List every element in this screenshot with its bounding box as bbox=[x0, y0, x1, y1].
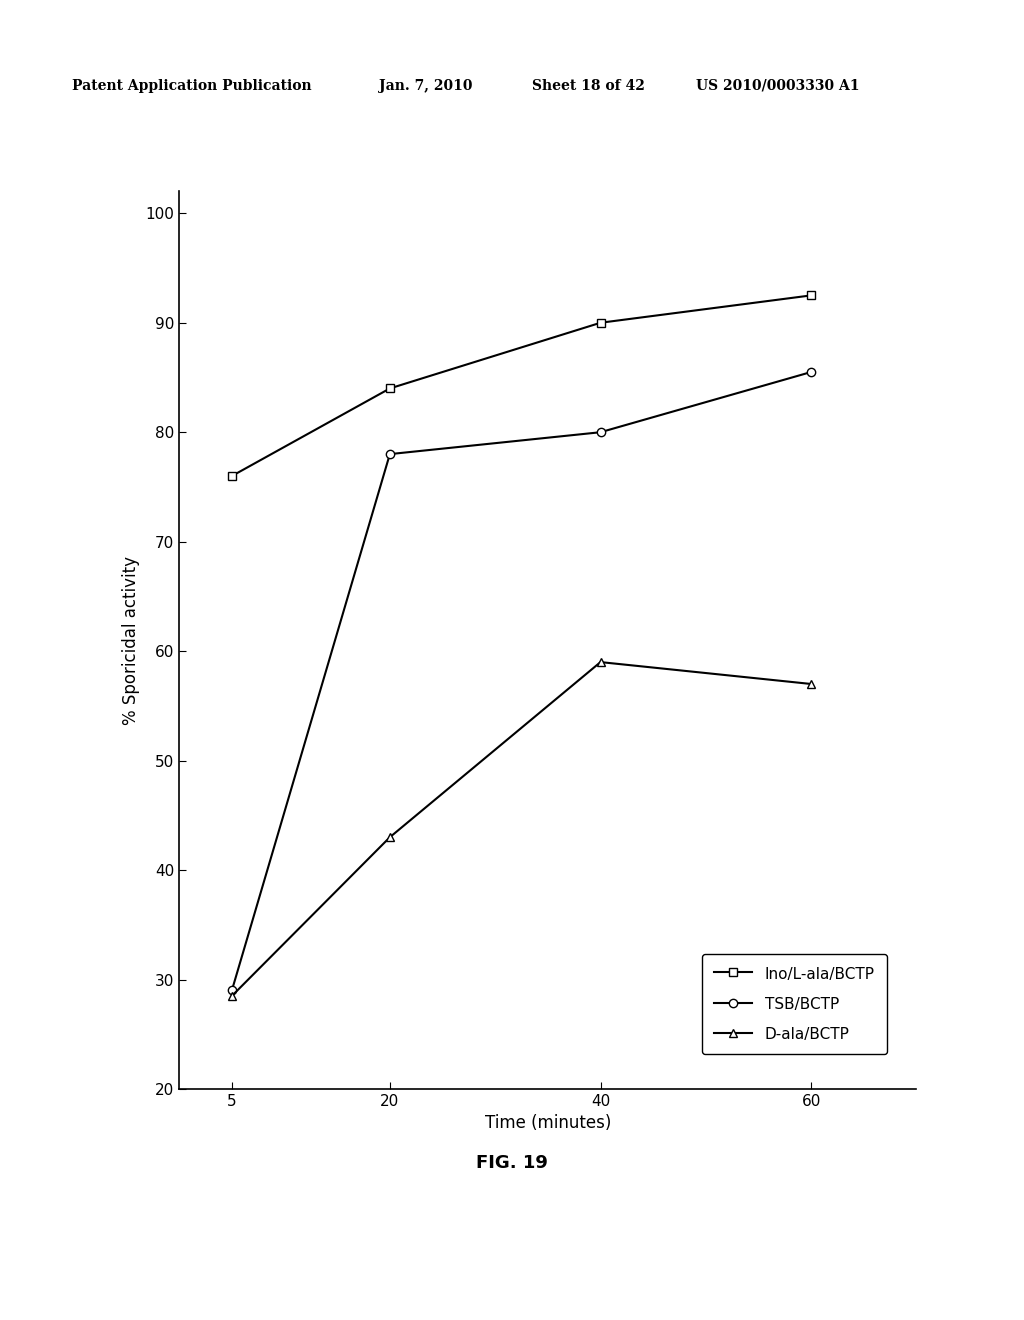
TSB/BCTP bbox=[805, 364, 817, 380]
Text: Jan. 7, 2010: Jan. 7, 2010 bbox=[379, 79, 472, 92]
Line: D-ala/BCTP: D-ala/BCTP bbox=[227, 657, 815, 1001]
D-ala/BCTP bbox=[384, 829, 396, 845]
TSB/BCTP bbox=[384, 446, 396, 462]
Legend: Ino/L-ala/BCTP, TSB/BCTP, D-ala/BCTP: Ino/L-ala/BCTP, TSB/BCTP, D-ala/BCTP bbox=[701, 954, 887, 1055]
Ino/L-ala/BCTP bbox=[594, 315, 606, 331]
Text: Sheet 18 of 42: Sheet 18 of 42 bbox=[532, 79, 645, 92]
D-ala/BCTP bbox=[805, 676, 817, 692]
Text: FIG. 19: FIG. 19 bbox=[476, 1154, 548, 1172]
TSB/BCTP bbox=[594, 424, 606, 440]
D-ala/BCTP bbox=[225, 989, 238, 1005]
Text: US 2010/0003330 A1: US 2010/0003330 A1 bbox=[696, 79, 860, 92]
Ino/L-ala/BCTP bbox=[384, 380, 396, 396]
Line: Ino/L-ala/BCTP: Ino/L-ala/BCTP bbox=[227, 292, 815, 480]
D-ala/BCTP bbox=[594, 655, 606, 671]
Y-axis label: % Sporicidal activity: % Sporicidal activity bbox=[122, 556, 140, 725]
X-axis label: Time (minutes): Time (minutes) bbox=[484, 1114, 611, 1133]
Text: Patent Application Publication: Patent Application Publication bbox=[72, 79, 311, 92]
Ino/L-ala/BCTP bbox=[225, 469, 238, 484]
Line: TSB/BCTP: TSB/BCTP bbox=[227, 368, 815, 995]
Ino/L-ala/BCTP bbox=[805, 288, 817, 304]
TSB/BCTP bbox=[225, 982, 238, 998]
